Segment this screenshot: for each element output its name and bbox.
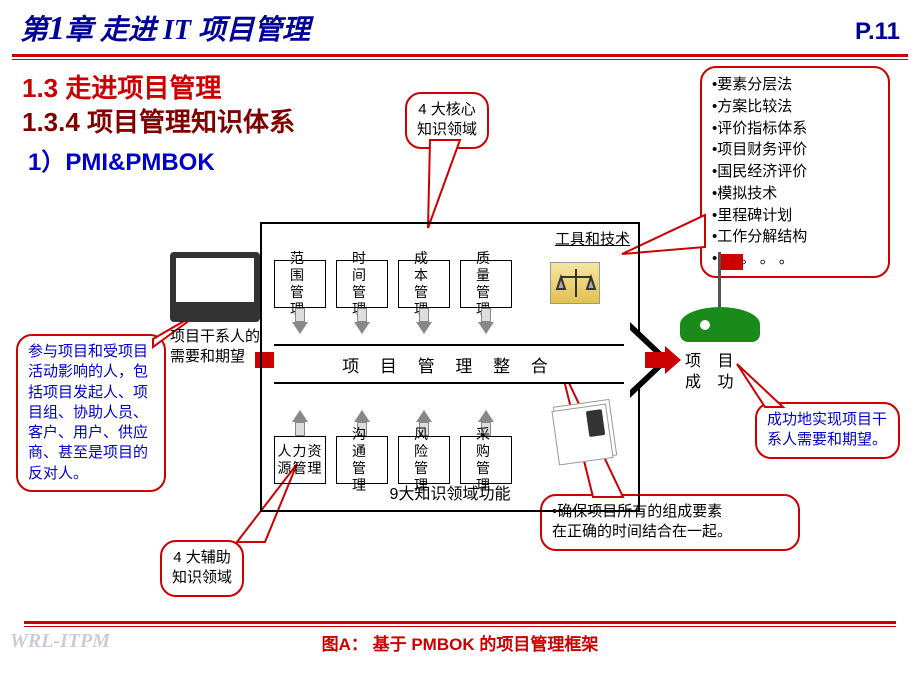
figure-caption: 图A： 基于 PMBOK 的项目管理框架 bbox=[0, 630, 920, 655]
page-number: P.11 bbox=[855, 18, 900, 46]
footer-rule bbox=[24, 621, 896, 627]
tools-icon-scale bbox=[550, 262, 600, 304]
header-rule bbox=[12, 54, 908, 60]
success-label: 项 目 成 功 bbox=[685, 352, 739, 394]
km-risk: 风 险 管 理 bbox=[398, 436, 450, 484]
km-scope: 范 围 管 理 bbox=[274, 260, 326, 308]
callout-tools-list-text: •要素分层法 •方案比较法 •评价指标体系 •项目财务评价 •国民经济评价 •模… bbox=[712, 76, 807, 267]
callout-core4: 4 大核心 知识领域 bbox=[405, 92, 489, 149]
section-1-3-4: 1.3.4 项目管理知识体系 bbox=[22, 102, 295, 139]
integration-bar: 项 目 管 理 整 合 bbox=[274, 344, 624, 384]
slide-content: 1.3 走进项目管理 1.3.4 项目管理知识体系 1）PMI&PMBOK 4 … bbox=[0, 62, 920, 657]
chapter-prefix: 第 bbox=[20, 15, 48, 46]
callout-core4-tail bbox=[420, 140, 480, 230]
km-hr: 人力资 源管理 bbox=[274, 436, 326, 484]
callout-tools-list: •要素分层法 •方案比较法 •评价指标体系 •项目财务评价 •国民经济评价 •模… bbox=[700, 66, 890, 278]
callout-aux4: 4 大辅助 知识领域 bbox=[160, 540, 244, 597]
tools-icon-docs bbox=[551, 403, 613, 465]
km-time: 时 间 管 理 bbox=[336, 260, 388, 308]
section-1-3: 1.3 走进项目管理 bbox=[22, 68, 221, 105]
km-comm: 沟 通 管 理 bbox=[336, 436, 388, 484]
km-cost: 成 本 管 理 bbox=[398, 260, 450, 308]
success-icon bbox=[680, 252, 760, 342]
km-procure: 采 购 管 理 bbox=[460, 436, 512, 484]
core-knowledge-row: 范 围 管 理 时 间 管 理 成 本 管 理 质 量 管 理 bbox=[274, 260, 512, 334]
callout-stakeholders: 参与项目和受项目活动影响的人，包括项目发起人、项目组、协助人员、客户、用户、供应… bbox=[16, 334, 166, 492]
arrow-box-to-success bbox=[645, 352, 665, 368]
chapter-number: 1 bbox=[48, 10, 65, 47]
callout-success-text: 成功地实现项目干系人需要和期望。 bbox=[767, 411, 887, 448]
chapter-suffix: 章 走进 IT 项目管理 bbox=[65, 15, 310, 46]
tools-and-techniques-label: 工具和技术 bbox=[555, 228, 630, 249]
callout-core4-text: 4 大核心 知识领域 bbox=[417, 101, 477, 138]
callout-aux4-text: 4 大辅助 知识领域 bbox=[172, 549, 232, 586]
stakeholder-icon bbox=[170, 252, 260, 322]
km-quality: 质 量 管 理 bbox=[460, 260, 512, 308]
section-pmi: 1）PMI&PMBOK bbox=[28, 142, 215, 177]
nine-areas-label: 9大知识领域功能 bbox=[262, 480, 638, 504]
aux-knowledge-row: 人力资 源管理 沟 通 管 理 风 险 管 理 采 购 管 理 bbox=[274, 410, 512, 484]
callout-stakeholders-text: 参与项目和受项目活动影响的人，包括项目发起人、项目组、协助人员、客户、用户、供应… bbox=[28, 343, 148, 482]
slide-header: 第1章 走进 IT 项目管理 P.11 bbox=[0, 0, 920, 52]
stakeholder-label: 项目干系人的需要和期望 bbox=[170, 327, 260, 366]
chapter-title: 第1章 走进 IT 项目管理 bbox=[20, 8, 310, 48]
callout-success: 成功地实现项目干系人需要和期望。 bbox=[755, 402, 900, 459]
